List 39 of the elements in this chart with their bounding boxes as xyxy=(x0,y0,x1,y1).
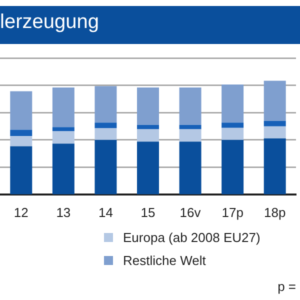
bar xyxy=(10,130,32,136)
bar xyxy=(222,84,244,123)
bar xyxy=(94,140,117,194)
bar xyxy=(94,86,117,123)
bar xyxy=(264,126,286,138)
bar xyxy=(222,128,244,140)
bar xyxy=(10,91,32,130)
x-tick-label: 17p xyxy=(222,204,244,220)
bar xyxy=(94,122,117,128)
bar xyxy=(52,127,74,132)
x-tick-label: 13 xyxy=(56,204,71,220)
x-tick-label: 15 xyxy=(140,204,156,220)
x-tick-label: 18p xyxy=(264,204,286,220)
x-tick-label: 14 xyxy=(98,204,113,220)
bar xyxy=(94,128,117,140)
x-tick-label: 16v xyxy=(180,204,202,220)
legend-label: Europa (ab 2008 EU27) xyxy=(123,230,260,245)
text: p = xyxy=(278,279,296,294)
bar xyxy=(137,129,159,142)
chart-title: lerzeugung xyxy=(0,6,300,44)
bar xyxy=(137,124,159,130)
bar xyxy=(264,120,286,126)
bar xyxy=(10,136,32,146)
bar xyxy=(222,122,244,128)
bar xyxy=(222,140,244,194)
bar xyxy=(52,87,74,128)
bar xyxy=(137,142,159,194)
legend-label: Restliche Welt xyxy=(123,253,206,268)
bar xyxy=(10,146,32,194)
bar xyxy=(179,124,202,130)
bar xyxy=(179,142,202,194)
bar xyxy=(137,87,159,125)
bar xyxy=(264,138,286,194)
x-tick-label: 12 xyxy=(14,204,28,220)
bar xyxy=(179,87,202,125)
bar xyxy=(52,144,74,194)
bar xyxy=(264,80,286,121)
bar xyxy=(179,129,202,142)
bar xyxy=(52,131,74,144)
